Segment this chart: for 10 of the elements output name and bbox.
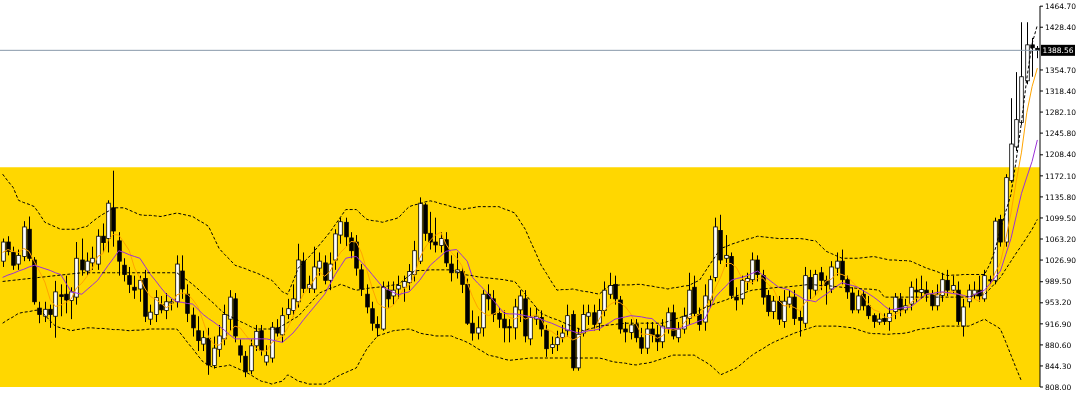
candlestick <box>191 307 196 338</box>
candlestick <box>370 301 375 332</box>
candlestick <box>185 283 190 323</box>
candlestick <box>365 283 370 314</box>
candlestick <box>122 257 127 282</box>
candlestick <box>117 231 122 277</box>
candlestick <box>359 263 364 297</box>
candlestick <box>238 338 243 364</box>
line-series <box>2 67 1038 352</box>
candlestick <box>127 266 132 294</box>
